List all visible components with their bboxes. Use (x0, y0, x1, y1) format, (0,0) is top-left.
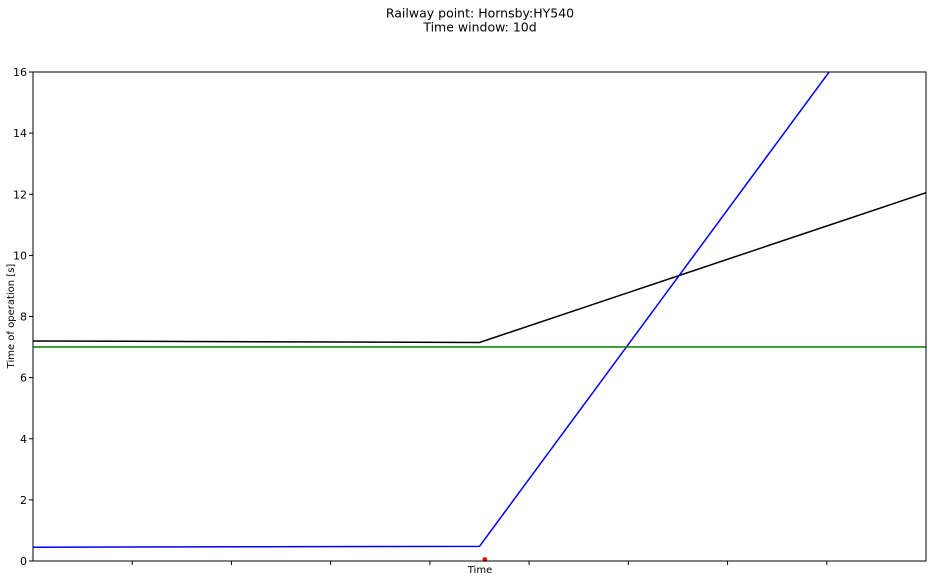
y-tick-label-0: 0 (20, 555, 27, 568)
y-tick-label-8: 8 (20, 311, 27, 324)
x-axis-label: Time (467, 565, 492, 576)
series-line-2 (33, 72, 830, 548)
series-line-1 (33, 192, 926, 344)
plot-area: 0 2 4 6 8 10 12 14 16 (13, 66, 927, 568)
y-tick-label-4: 4 (20, 433, 27, 446)
chart-title-line-1: Railway point: Hornsby:HY540 (386, 6, 574, 21)
y-tick-label-12: 12 (13, 188, 27, 201)
y-tick-label-6: 6 (20, 372, 27, 385)
y-tick-label-10: 10 (13, 249, 27, 262)
chart-title-line-2: Time window: 10d (422, 20, 536, 35)
y-axis-label: Time of operation [s] (6, 264, 17, 370)
y-tick-label-14: 14 (13, 127, 27, 140)
plot-frame (32, 71, 927, 562)
y-tick-label-2: 2 (20, 494, 27, 507)
y-tick-label-16: 16 (13, 66, 27, 79)
